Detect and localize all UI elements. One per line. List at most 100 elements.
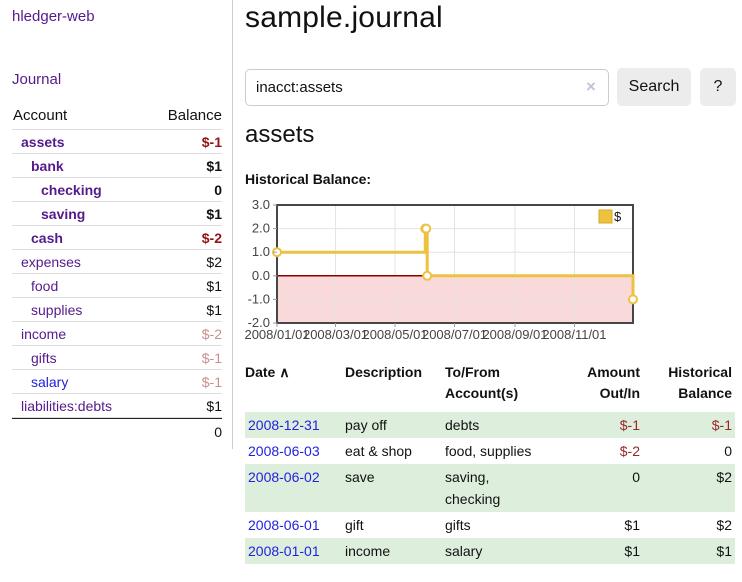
search-input[interactable]: [245, 68, 609, 106]
account-balance: $-2: [147, 322, 222, 346]
account-link-salary[interactable]: salary: [31, 374, 69, 390]
account-link-saving[interactable]: saving: [41, 206, 86, 222]
transaction-amount: $-1: [619, 417, 640, 433]
chart-canvas: $3.0 2.0 1.0 0.0 -1.0 -2.02008/01/012008/03/0…: [244, 197, 638, 342]
transaction-amount: $1: [624, 543, 640, 559]
transaction-balance: $2: [716, 469, 732, 485]
svg-text:-2.0: -2.0: [248, 315, 270, 330]
svg-text:2008/05/01: 2008/05/01: [362, 327, 427, 342]
transaction-description: gift: [345, 517, 364, 533]
svg-text:0.0: 0.0: [252, 268, 270, 283]
transaction-date-link[interactable]: 2008-06-02: [248, 469, 320, 485]
transaction-balance: $-1: [711, 417, 732, 433]
account-balance: $-1: [147, 130, 222, 154]
chart-legend-label: $: [614, 209, 622, 224]
search-box: ×: [245, 68, 609, 106]
account-link-bank[interactable]: bank: [31, 158, 64, 174]
column-header-balance: Historical Balance: [668, 364, 732, 401]
account-link-gifts[interactable]: gifts: [31, 350, 57, 366]
account-balance: $-1: [147, 346, 222, 370]
sidebar-item-journal[interactable]: Journal: [12, 71, 62, 88]
column-header-date[interactable]: Date ∧: [245, 364, 290, 380]
search-button[interactable]: Search: [617, 68, 691, 106]
register-table: Date ∧ Description To/From Account(s) Amo…: [245, 362, 735, 564]
column-header-accounts: To/From Account(s): [445, 364, 519, 401]
transaction-amount: 0: [632, 469, 640, 485]
register-header-row: Date ∧ Description To/From Account(s) Amo…: [245, 362, 735, 412]
accounts-col-balance: Balance: [147, 103, 222, 130]
chart-legend-swatch: [598, 209, 613, 224]
main-content: sample.journal × Search ? assets Histori…: [244, 0, 742, 582]
account-row-assets: assets $-1: [12, 130, 222, 154]
register-row: 2008-12-31 pay off debts $-1 $-1: [245, 412, 735, 438]
transaction-date-link[interactable]: 2008-06-03: [248, 443, 320, 459]
svg-text:-1.0: -1.0: [248, 291, 270, 306]
svg-text:2008/03/01: 2008/03/01: [303, 327, 368, 342]
account-balance: $1: [147, 394, 222, 418]
transaction-balance: $2: [716, 517, 732, 533]
transaction-description: pay off: [345, 417, 387, 433]
transaction-accounts: gifts: [445, 517, 471, 533]
account-balance: 0: [147, 178, 222, 202]
transaction-balance: 0: [724, 443, 732, 459]
account-balance: $1: [147, 202, 222, 226]
app-title-link[interactable]: hledger-web: [12, 8, 95, 25]
accounts-total: 0: [147, 418, 222, 443]
svg-text:2.0: 2.0: [252, 221, 270, 236]
account-balance: $2: [147, 250, 222, 274]
account-link-assets[interactable]: assets: [21, 134, 65, 150]
account-balance: $-2: [147, 226, 222, 250]
chart-title: Historical Balance:: [245, 171, 372, 187]
svg-text:2008/07/01: 2008/07/01: [422, 327, 487, 342]
sort-asc-icon: ∧: [279, 364, 290, 380]
transaction-accounts: debts: [445, 417, 480, 433]
accounts-header-row: Account Balance: [12, 103, 222, 130]
transaction-accounts: saving, checking: [445, 469, 501, 507]
account-balance: $1: [147, 298, 222, 322]
register-row: 2008-06-01 gift gifts $1 $2: [245, 512, 735, 538]
account-row-gifts: gifts $-1: [12, 346, 222, 370]
account-row-saving: saving $1: [12, 202, 222, 226]
svg-text:2008/09/01: 2008/09/01: [482, 327, 547, 342]
account-balance: $-1: [147, 370, 222, 394]
transaction-description: save: [345, 469, 375, 485]
transaction-accounts: salary: [445, 543, 483, 559]
account-row-supplies: supplies $1: [12, 298, 222, 322]
account-link-income[interactable]: income: [21, 326, 67, 342]
svg-text:2008/01/01: 2008/01/01: [244, 327, 309, 342]
account-row-expenses: expenses $2: [12, 250, 222, 274]
register-row: 2008-06-03 eat & shop food, supplies $-2…: [245, 438, 735, 464]
svg-text:3.0: 3.0: [252, 197, 270, 212]
transaction-amount: $1: [624, 517, 640, 533]
svg-text:1.0: 1.0: [252, 244, 270, 259]
balance-chart: $3.0 2.0 1.0 0.0 -1.0 -2.0 2008/01/01 2008/03/0…: [244, 197, 647, 345]
account-balance: $1: [147, 154, 222, 178]
clear-search-icon[interactable]: ×: [586, 76, 596, 96]
account-link-liabilities-debts[interactable]: liabilities:debts: [21, 398, 113, 414]
transaction-amount: $-2: [619, 443, 640, 459]
page-title: sample.journal: [245, 1, 443, 34]
transaction-date-link[interactable]: 2008-12-31: [248, 417, 320, 433]
account-link-checking[interactable]: checking: [41, 182, 102, 198]
account-row-bank: bank $1: [12, 154, 222, 178]
help-button[interactable]: ?: [700, 68, 736, 106]
account-link-cash[interactable]: cash: [31, 230, 63, 246]
account-row-checking: checking 0: [12, 178, 222, 202]
register-row: 2008-01-01 income salary $1 $1: [245, 538, 735, 564]
register-row: 2008-06-02 save saving, checking 0 $2: [245, 464, 735, 512]
transaction-description: income: [345, 543, 391, 559]
sidebar: hledger-web Journal Account Balance asse…: [0, 0, 233, 449]
account-link-supplies[interactable]: supplies: [31, 302, 83, 318]
account-row-cash: cash $-2: [12, 226, 222, 250]
transaction-date-link[interactable]: 2008-01-01: [248, 543, 320, 559]
account-link-expenses[interactable]: expenses: [21, 254, 81, 270]
accounts-col-account: Account: [12, 103, 148, 130]
account-link-food[interactable]: food: [31, 278, 59, 294]
account-heading: assets: [245, 121, 315, 148]
transaction-description: eat & shop: [345, 443, 412, 459]
account-row-salary: salary $-1: [12, 370, 222, 394]
column-header-amount: Amount Out/In: [587, 364, 640, 401]
transaction-date-link[interactable]: 2008-06-01: [248, 517, 320, 533]
transaction-balance: $1: [716, 543, 732, 559]
account-row-food: food $1: [12, 274, 222, 298]
